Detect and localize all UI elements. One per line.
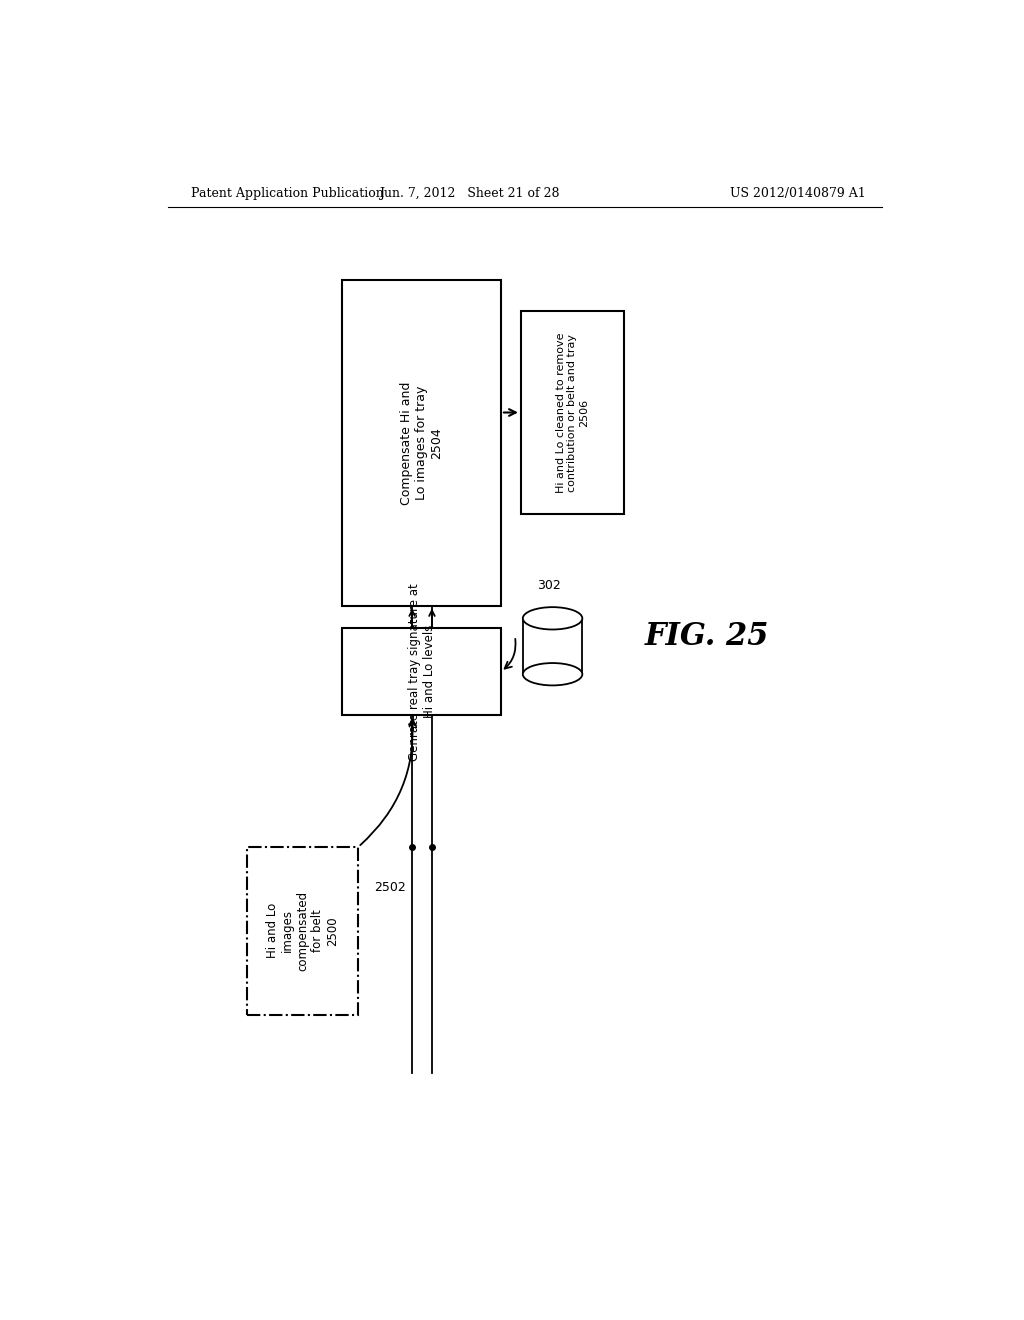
Ellipse shape	[523, 663, 583, 685]
Text: Genrate real tray signature at
Hi and Lo levels: Genrate real tray signature at Hi and Lo…	[408, 583, 435, 760]
Bar	[342, 280, 501, 606]
Bar	[523, 618, 583, 675]
Text: Hi and Lo cleaned to remove
contribution or belt and tray
2506: Hi and Lo cleaned to remove contribution…	[556, 333, 589, 492]
Text: 2502: 2502	[374, 882, 406, 894]
Bar	[521, 312, 624, 515]
Text: Patent Application Publication: Patent Application Publication	[191, 187, 384, 201]
Text: US 2012/0140879 A1: US 2012/0140879 A1	[730, 187, 866, 201]
Text: Jun. 7, 2012   Sheet 21 of 28: Jun. 7, 2012 Sheet 21 of 28	[379, 187, 559, 201]
Ellipse shape	[523, 607, 583, 630]
Text: Compensate Hi and
Lo images for tray
2504: Compensate Hi and Lo images for tray 250…	[400, 381, 443, 504]
Text: FIG. 25: FIG. 25	[645, 620, 770, 652]
Bar	[342, 628, 501, 715]
Bar	[247, 847, 358, 1015]
Text: 302: 302	[537, 579, 560, 591]
Text: Hi and Lo
images
compensated
for belt
2500: Hi and Lo images compensated for belt 25…	[266, 891, 339, 972]
